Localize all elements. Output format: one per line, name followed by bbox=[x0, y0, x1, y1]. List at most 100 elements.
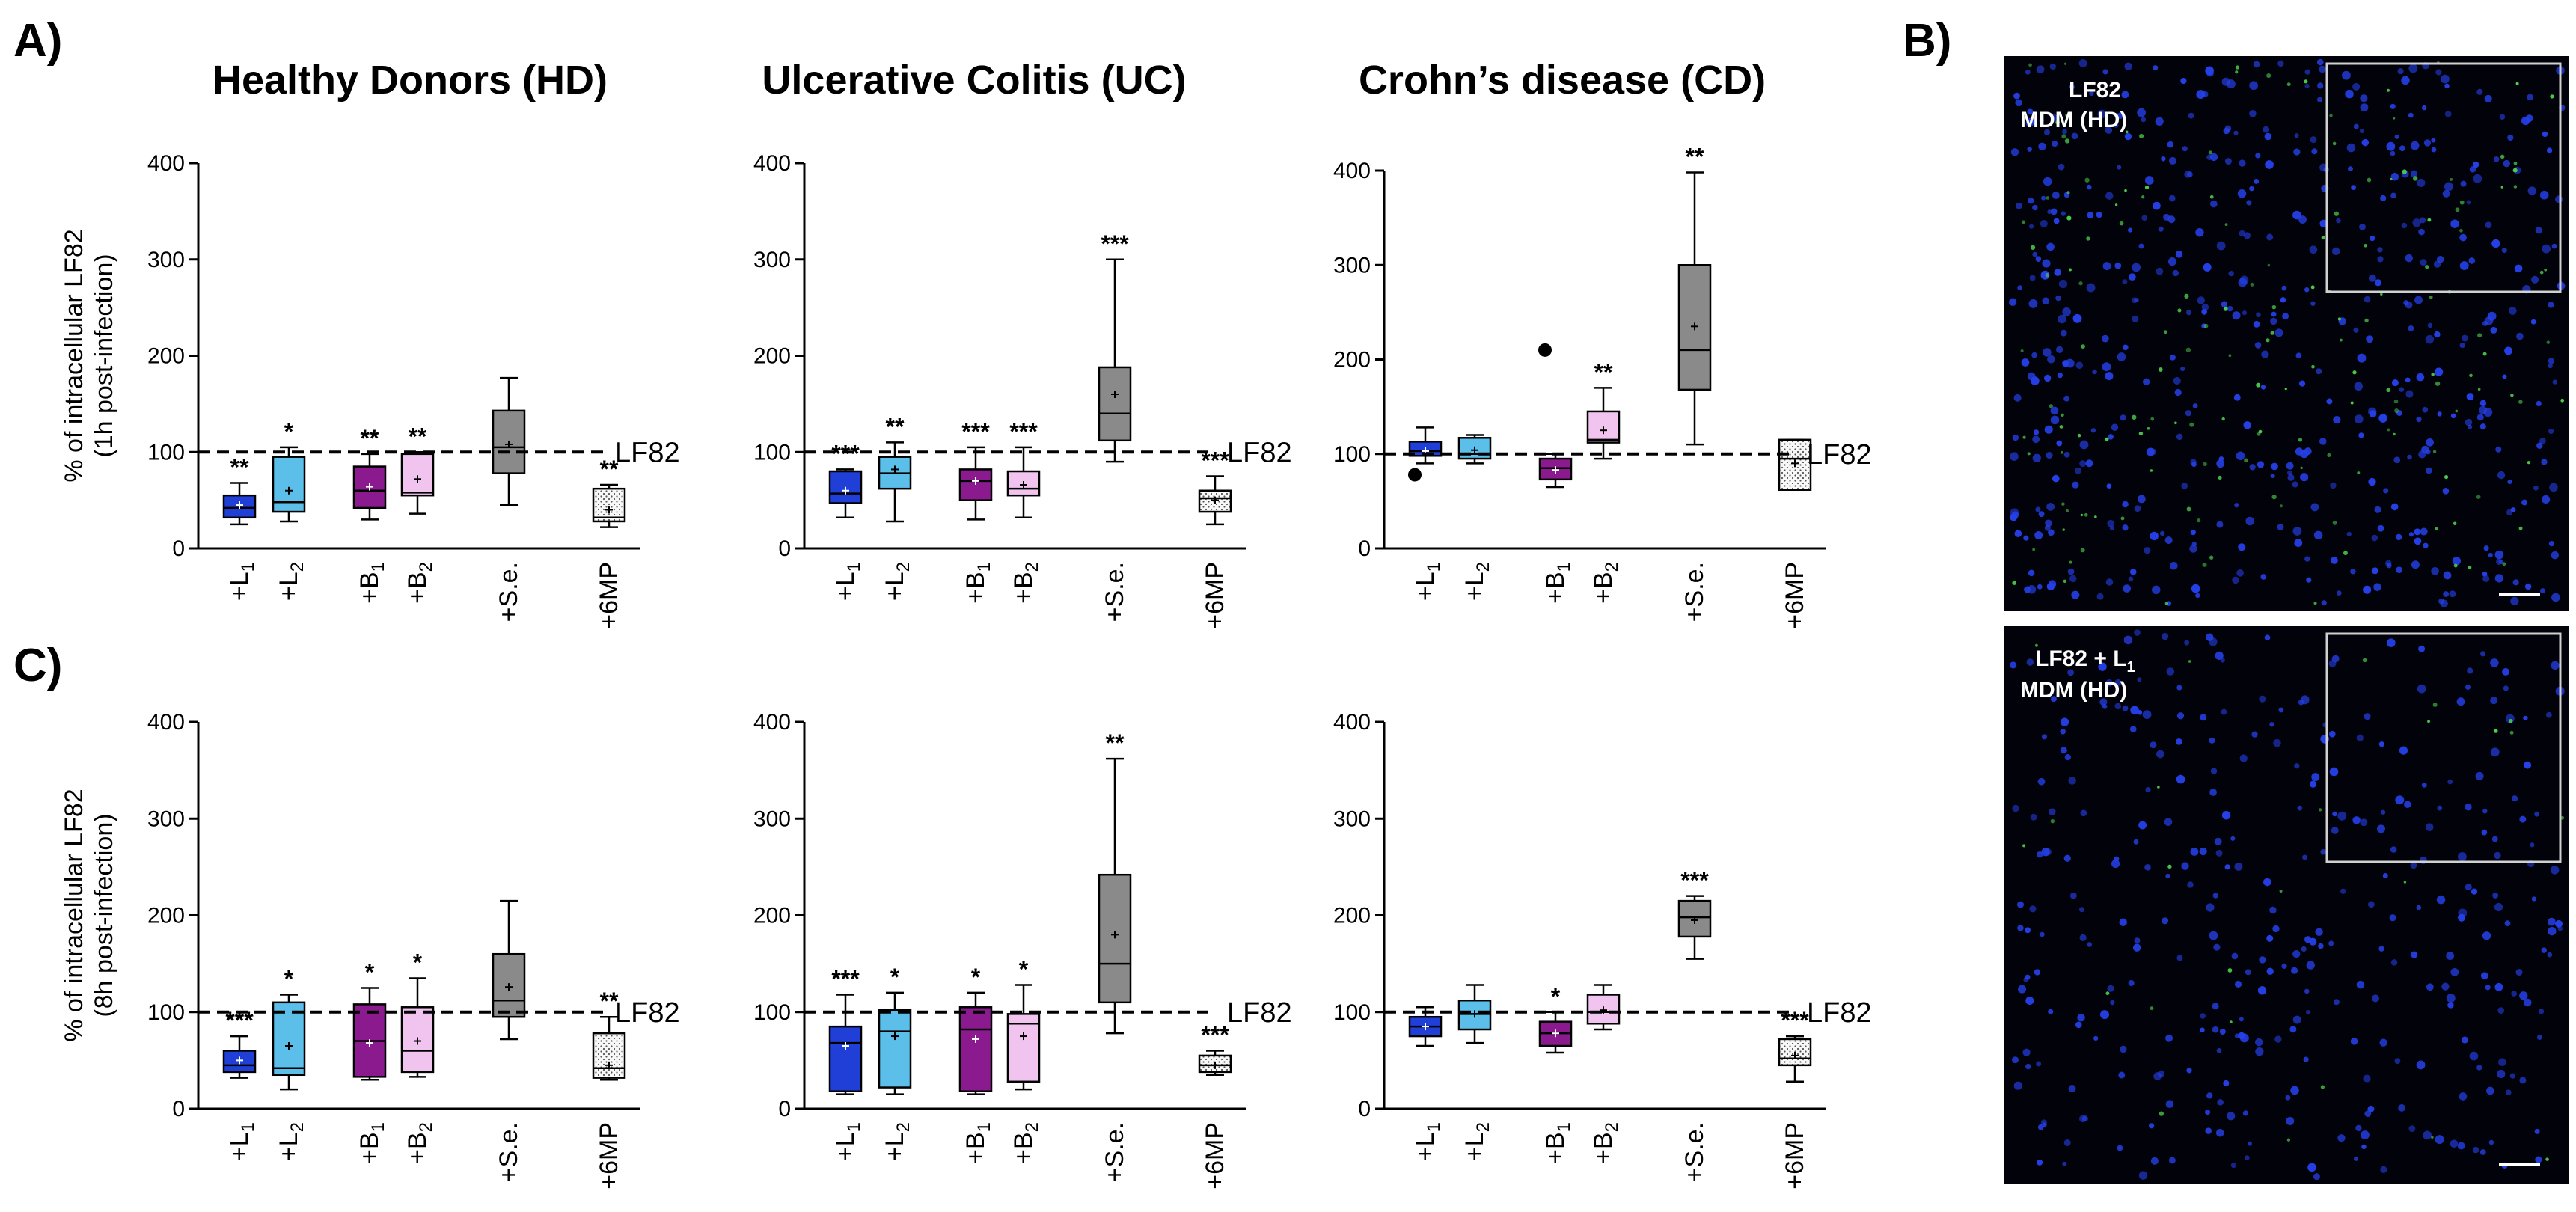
nucleus bbox=[2234, 503, 2239, 508]
nucleus bbox=[2037, 1159, 2043, 1166]
nucleus bbox=[2028, 224, 2034, 229]
nucleus bbox=[2249, 110, 2257, 117]
nucleus bbox=[2548, 926, 2557, 936]
nucleus bbox=[2060, 747, 2067, 754]
nucleus bbox=[2394, 1058, 2401, 1065]
nucleus bbox=[2460, 180, 2467, 187]
nucleus bbox=[2043, 348, 2052, 357]
nucleus bbox=[2231, 952, 2239, 960]
nucleus bbox=[2336, 218, 2341, 224]
nucleus bbox=[2034, 969, 2041, 976]
nucleus bbox=[2036, 65, 2045, 73]
nucleus bbox=[2249, 186, 2254, 192]
nucleus bbox=[2042, 259, 2051, 268]
nucleus bbox=[2123, 584, 2132, 593]
category-label: +S.e. bbox=[1101, 562, 1129, 622]
nucleus bbox=[2396, 566, 2403, 574]
nucleus bbox=[2156, 267, 2164, 275]
y-axis-label: % of intracellular LF82 bbox=[60, 789, 88, 1041]
bacterium bbox=[2120, 516, 2125, 521]
bacterium bbox=[2477, 333, 2482, 338]
nucleus bbox=[2063, 854, 2071, 862]
bacterium bbox=[2271, 304, 2277, 310]
nucleus bbox=[2264, 132, 2272, 141]
nucleus bbox=[2167, 141, 2174, 148]
significance-label: *** bbox=[1101, 230, 1129, 257]
box-iqr bbox=[1098, 366, 1132, 442]
nucleus bbox=[2156, 750, 2164, 759]
bacterium bbox=[2284, 388, 2287, 391]
bacterium bbox=[2174, 421, 2177, 425]
nucleus bbox=[2227, 1112, 2236, 1121]
category-label: +L2 bbox=[1460, 562, 1493, 601]
nucleus bbox=[2368, 407, 2377, 416]
bacterium bbox=[2367, 177, 2372, 183]
nucleus bbox=[2498, 1058, 2506, 1067]
bacterium bbox=[2482, 352, 2487, 356]
nucleus bbox=[2408, 325, 2414, 331]
nucleus bbox=[2105, 192, 2114, 200]
category-label: +L2 bbox=[881, 562, 914, 601]
nucleus bbox=[2542, 131, 2548, 138]
significance-label: ** bbox=[1106, 729, 1125, 756]
nucleus bbox=[2295, 447, 2304, 456]
nucleus bbox=[2216, 1047, 2222, 1053]
bacterium bbox=[2320, 1085, 2325, 1089]
nucleus bbox=[2128, 576, 2134, 582]
nucleus bbox=[2542, 244, 2551, 254]
nucleus bbox=[2555, 919, 2563, 928]
nucleus bbox=[2158, 1070, 2165, 1077]
nucleus bbox=[2285, 1095, 2291, 1101]
box-iqr bbox=[1586, 410, 1621, 444]
bacterium bbox=[2364, 318, 2369, 323]
nucleus bbox=[2032, 435, 2040, 444]
box-+B1: +B1 bbox=[1538, 343, 1574, 604]
nucleus bbox=[2521, 499, 2528, 506]
nucleus bbox=[2390, 172, 2399, 181]
nucleus bbox=[2182, 146, 2188, 152]
image-label-line2: MDM (HD) bbox=[2020, 108, 2127, 132]
nucleus bbox=[2150, 741, 2157, 749]
nucleus bbox=[2213, 943, 2221, 951]
nucleus bbox=[2507, 134, 2514, 141]
nucleus bbox=[2480, 972, 2488, 980]
nucleus bbox=[2292, 949, 2301, 958]
nucleus bbox=[2304, 936, 2312, 943]
bacterium bbox=[2431, 373, 2435, 376]
nucleus bbox=[2490, 326, 2497, 334]
nucleus bbox=[2172, 269, 2179, 277]
y-axis-label: (1h post-infection) bbox=[90, 254, 118, 457]
nucleus bbox=[2167, 215, 2176, 224]
bacterium bbox=[2032, 548, 2036, 551]
nucleus bbox=[2482, 809, 2488, 814]
nucleus bbox=[2548, 358, 2555, 364]
nucleus bbox=[2048, 580, 2057, 588]
nucleus bbox=[2378, 946, 2384, 952]
nucleus bbox=[2547, 917, 2556, 926]
y-tick-label: 300 bbox=[147, 807, 185, 831]
nucleus bbox=[2360, 103, 2369, 112]
nucleus bbox=[2215, 1128, 2224, 1137]
nucleus bbox=[2055, 295, 2061, 302]
nucleus bbox=[2405, 254, 2413, 263]
nucleus bbox=[2524, 761, 2532, 769]
chart-panel-HD-1h: 0 100 200 300 400 % of intracellular LF82 (1h … bbox=[60, 151, 680, 629]
nucleus bbox=[2181, 862, 2189, 870]
nucleus bbox=[2376, 824, 2386, 833]
nucleus bbox=[2013, 92, 2020, 100]
nucleus bbox=[2465, 685, 2471, 691]
y-tick-label: 100 bbox=[147, 440, 185, 465]
nucleus bbox=[2200, 1013, 2206, 1019]
bacterium bbox=[2144, 185, 2150, 190]
nucleus bbox=[2027, 108, 2034, 115]
nucleus bbox=[2271, 462, 2278, 471]
nucleus bbox=[2195, 593, 2200, 599]
box-iqr bbox=[352, 465, 387, 509]
nucleus bbox=[2232, 311, 2241, 320]
nucleus bbox=[2313, 1173, 2320, 1181]
nucleus bbox=[2351, 185, 2356, 190]
nucleus bbox=[2370, 235, 2375, 242]
category-label: +B1 bbox=[355, 562, 388, 604]
nucleus bbox=[2535, 1156, 2542, 1163]
nucleus bbox=[2168, 195, 2176, 202]
